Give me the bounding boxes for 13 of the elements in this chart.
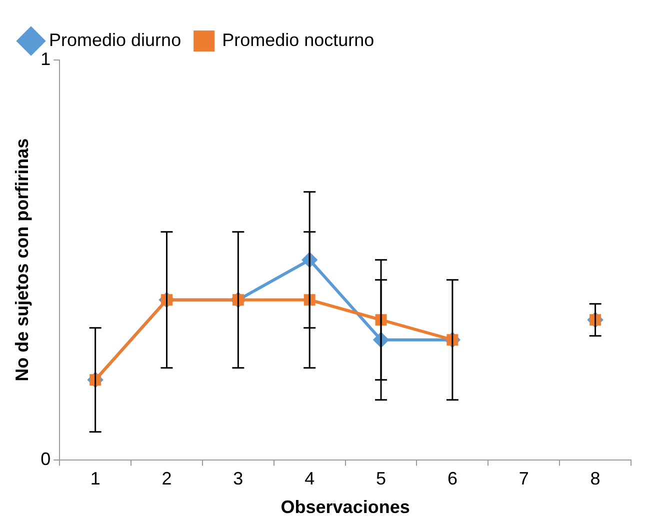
x-tick-label: 7 xyxy=(518,468,529,489)
x-tick-label: 8 xyxy=(590,468,600,489)
x-tick-label: 4 xyxy=(304,468,315,489)
legend-label: Promedio nocturno xyxy=(222,30,374,50)
y-axis-title: No de sujetos con porfirinas xyxy=(12,138,32,382)
x-tick-label: 3 xyxy=(233,468,244,489)
legend-label: Promedio diurno xyxy=(49,30,182,50)
x-axis-title: Observaciones xyxy=(280,497,410,518)
x-tick-label: 6 xyxy=(447,468,458,489)
y-tick-label: 0 xyxy=(40,448,51,469)
x-tick-label: 2 xyxy=(162,468,172,489)
x-tick-label: 1 xyxy=(90,468,100,489)
x-tick-label: 5 xyxy=(376,468,386,489)
